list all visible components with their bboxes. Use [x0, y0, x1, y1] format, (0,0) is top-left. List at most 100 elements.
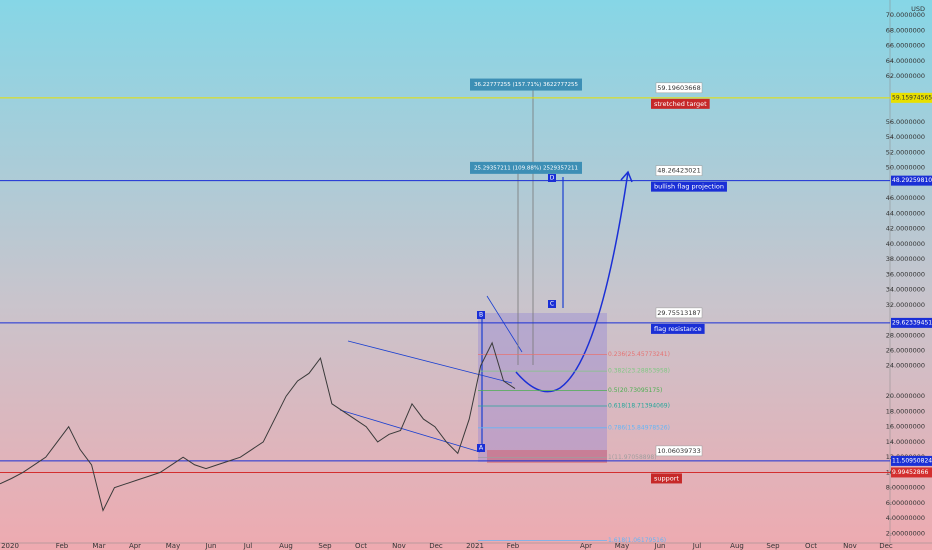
y-tick-label: 70.0000000 — [886, 11, 925, 19]
price-callout-text: 48.26423021 — [657, 167, 700, 175]
level-price: 11.50950824 — [892, 457, 932, 464]
fib-label: 1(11.97058898) — [608, 454, 657, 461]
y-tick-label: 18.0000000 — [886, 407, 925, 415]
x-tick-label: Apr — [129, 542, 141, 550]
x-tick-label: Dec — [879, 542, 893, 550]
measure-label: 25.29357211 (109.88%) 2529357211 — [474, 165, 578, 171]
price-callout-text: 59.19603668 — [657, 84, 700, 92]
currency: USD — [911, 5, 925, 13]
x-tick-label: Aug — [730, 542, 744, 550]
y-tick-label: 62.0000000 — [886, 72, 925, 80]
measure-label: 36.22777255 (157.71%) 3622777255 — [474, 82, 578, 88]
channel-bottom — [339, 409, 481, 453]
x-tick-label: Feb — [507, 542, 520, 550]
y-tick-label: 32.0000000 — [886, 301, 925, 309]
price-callout-text: 29.75513187 — [657, 309, 700, 317]
y-tick-label: 68.0000000 — [886, 26, 925, 34]
x-tick-label: Jul — [243, 542, 253, 550]
level-price-box — [891, 92, 932, 103]
x-tick-label: May — [615, 542, 629, 550]
y-tick-label: 54.0000000 — [886, 133, 925, 141]
y-tick-label: 6.00000000 — [886, 499, 925, 507]
price-callout — [655, 82, 703, 94]
x-tick-label: Jun — [654, 542, 666, 550]
level-price-box — [891, 175, 932, 186]
level-tag: flag resistance — [654, 325, 702, 333]
level-tag: stretched target — [654, 100, 707, 108]
level-price-box — [891, 455, 932, 466]
y-tick-label: 64.0000000 — [886, 57, 925, 65]
level-price: 9.99452866 — [892, 469, 928, 476]
level-price-box — [891, 467, 932, 478]
y-tick-label: 46.0000000 — [886, 194, 925, 202]
x-tick-label: May — [166, 542, 180, 550]
measure-box — [470, 78, 582, 91]
y-tick-label: 28.0000000 — [886, 331, 925, 339]
point-label: B — [479, 312, 483, 319]
level-tag: bullish flag projection — [654, 183, 724, 191]
y-tick-label: 42.0000000 — [886, 225, 925, 233]
y-tick-label: 20.0000000 — [886, 392, 925, 400]
x-tick-label: Nov — [843, 542, 857, 550]
x-tick-label: Apr — [580, 542, 592, 550]
support-zone — [487, 450, 607, 463]
price-line — [0, 341, 516, 512]
y-tick-label: 16.0000000 — [886, 423, 925, 431]
fib-label: 0.5(20.73095175) — [608, 387, 662, 394]
projection-arrow — [620, 170, 633, 183]
y-tick-label: 4.00000000 — [886, 514, 925, 522]
y-tick-label: 44.0000000 — [886, 209, 925, 217]
x-tick-label: Oct — [355, 542, 367, 550]
price-callout — [655, 307, 703, 319]
x-tick-label: Sep — [318, 542, 332, 550]
channel-top — [347, 340, 513, 384]
x-tick-label: Oct — [805, 542, 817, 550]
y-tick-label: 52.0000000 — [886, 148, 925, 156]
x-tick-label: 2021 — [466, 542, 484, 550]
point-label: A — [479, 445, 484, 452]
level-tag-box — [651, 98, 710, 109]
point-box — [548, 300, 556, 308]
fib-label: 0.236(25.45773241) — [608, 351, 670, 358]
y-tick-label: 40.0000000 — [886, 240, 925, 248]
point-box — [477, 311, 485, 319]
y-tick-label: 24.0000000 — [886, 362, 925, 370]
point-label: C — [550, 301, 554, 308]
level-tag-box — [651, 181, 727, 192]
y-tick-label: 38.0000000 — [886, 255, 925, 263]
level-price: 59.15974565 — [892, 94, 932, 101]
x-tick-label: Aug — [279, 542, 293, 550]
y-tick-label: 2.00000000 — [886, 529, 925, 537]
x-tick-label: Dec — [429, 542, 443, 550]
y-tick-label: 8.00000000 — [886, 484, 925, 492]
fib-label: 0.382(23.28853958) — [608, 368, 670, 375]
y-tick-label: 56.0000000 — [886, 118, 925, 126]
measure-box — [470, 161, 582, 174]
price-callout — [655, 445, 703, 457]
y-tick-label: 26.0000000 — [886, 346, 925, 354]
level-tag-box — [651, 473, 682, 484]
projection-curve — [515, 171, 629, 393]
price-callout-text: 10.06039733 — [657, 447, 700, 455]
point-label: D — [550, 175, 555, 182]
level-price: 48.29259810 — [892, 177, 932, 184]
level-price: 29.62339451 — [892, 319, 932, 326]
fib-label: 1.618(1.06179516) — [608, 537, 666, 544]
x-tick-label: Jul — [692, 542, 702, 550]
x-tick-label: Nov — [392, 542, 406, 550]
level-tag: support — [654, 474, 679, 482]
point-box — [477, 444, 485, 452]
y-tick-label: 66.0000000 — [886, 42, 925, 50]
fib-label: 0.618(18.71394069) — [608, 403, 670, 410]
level-tag-box — [651, 323, 705, 334]
fib-zone — [478, 313, 607, 462]
x-tick-label: 2020 — [1, 542, 19, 550]
x-tick-label: Jun — [205, 542, 217, 550]
y-tick-label: 14.0000000 — [886, 438, 925, 446]
y-tick-label: 50.0000000 — [886, 164, 925, 172]
y-tick-label: 34.0000000 — [886, 286, 925, 294]
flag-line — [486, 295, 523, 353]
level-price-box — [891, 317, 932, 328]
